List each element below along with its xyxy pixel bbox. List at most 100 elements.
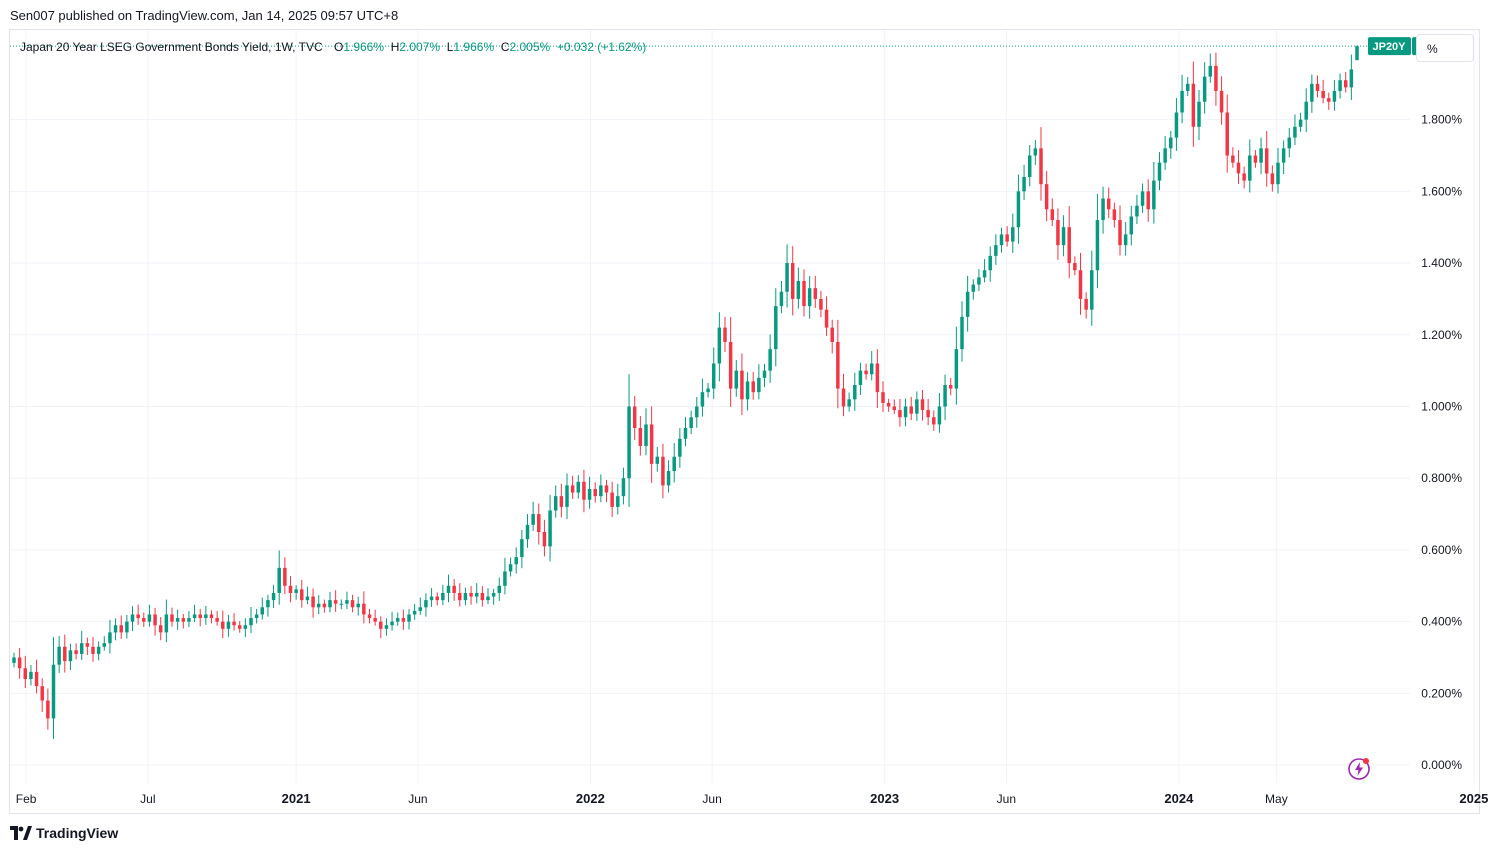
candle-body — [649, 424, 654, 464]
candle-body — [1050, 209, 1055, 221]
close-label: C — [500, 40, 510, 54]
candle-body — [311, 596, 315, 608]
candle-body — [108, 632, 112, 644]
candle-body — [249, 618, 253, 626]
y-tick-label: 0.600% — [1421, 543, 1462, 557]
candle-body — [977, 277, 981, 285]
candle-body — [830, 327, 834, 342]
candle-body — [548, 510, 552, 547]
unit-toggle-button[interactable]: % — [1416, 34, 1474, 62]
candle-body — [164, 614, 169, 633]
candle-body — [63, 646, 67, 662]
candle-body — [243, 625, 248, 629]
lightning-icon[interactable] — [1347, 757, 1371, 781]
candle-body — [621, 478, 626, 497]
candle-body — [1253, 155, 1258, 163]
candle-body — [858, 370, 863, 385]
candle-body — [181, 618, 186, 622]
x-tick-label: 2024 — [1164, 791, 1194, 806]
candle-body — [711, 363, 716, 389]
candle-body — [565, 485, 569, 507]
candle-body — [807, 288, 812, 307]
tradingview-logo[interactable]: TradingView — [10, 825, 118, 841]
candle-body — [322, 603, 327, 608]
candle-body — [503, 571, 507, 586]
candle-body — [553, 496, 558, 511]
candle-body — [1067, 227, 1071, 264]
candle-body — [1287, 137, 1292, 149]
candle-body — [903, 406, 908, 418]
candle-body — [1129, 216, 1134, 235]
x-tick-label: 2023 — [870, 791, 899, 806]
candle-body — [1191, 83, 1196, 127]
candle-body — [1118, 220, 1122, 246]
candle-body — [1231, 155, 1235, 163]
candle-body — [435, 596, 439, 601]
candle-body — [469, 592, 473, 597]
candle-body — [706, 388, 710, 393]
candle-body — [379, 621, 383, 629]
y-tick-label: 1.200% — [1421, 328, 1462, 342]
candle-body — [723, 327, 727, 342]
candle-body — [294, 589, 298, 593]
candle-body — [1332, 90, 1337, 102]
x-tick-label: May — [1265, 792, 1288, 806]
candle-body — [520, 539, 524, 558]
candle-body — [153, 614, 157, 626]
candle-body — [988, 255, 992, 271]
candle-body — [356, 603, 360, 608]
candle-body — [542, 532, 547, 547]
x-tick-label: 2021 — [282, 791, 311, 806]
low-label: L — [446, 40, 454, 54]
candle-body — [802, 281, 806, 307]
candle-body — [277, 567, 281, 593]
candle-body — [316, 603, 321, 608]
candle-body — [1214, 65, 1218, 91]
candle-body — [982, 270, 987, 278]
candle-body — [537, 514, 541, 532]
candle-body — [29, 671, 33, 680]
x-tick-label: Jul — [140, 792, 155, 806]
candle-body — [1343, 80, 1348, 88]
candle-body — [221, 621, 225, 629]
chart-frame[interactable] — [9, 29, 1480, 814]
candle-body — [175, 618, 180, 622]
candle-body — [1061, 227, 1066, 246]
candle-body — [373, 618, 377, 622]
candle-body — [1011, 227, 1015, 242]
candle-body — [1242, 173, 1246, 181]
candle-body — [34, 671, 39, 687]
candle-body — [1315, 83, 1320, 91]
candle-body — [1135, 205, 1139, 217]
candle-body — [869, 363, 874, 375]
candle-body — [441, 592, 445, 601]
candle-body — [1163, 148, 1167, 163]
candle-body — [158, 625, 163, 633]
legend-title: Japan 20 Year LSEG Government Bonds Yiel… — [20, 40, 323, 54]
candle-body — [700, 392, 705, 407]
candle-body — [576, 481, 581, 493]
candle-body — [1106, 198, 1111, 210]
candle-body — [187, 618, 191, 622]
candle-body — [1276, 162, 1280, 185]
candle-body — [1101, 198, 1105, 221]
candle-body — [1219, 90, 1224, 113]
candle-body — [1355, 46, 1359, 61]
candle-body — [1236, 162, 1241, 174]
candle-body — [237, 625, 242, 629]
candle-body — [531, 514, 535, 525]
candle-body — [689, 417, 693, 429]
tradingview-logo-text: TradingView — [36, 825, 119, 841]
candle-body — [1169, 137, 1173, 149]
candle-body — [678, 438, 682, 457]
candle-body — [339, 603, 344, 605]
candle-body — [407, 614, 411, 622]
candle-body — [627, 406, 631, 479]
candle-body — [751, 381, 755, 393]
candle-body — [119, 625, 123, 633]
candle-body — [283, 567, 287, 586]
candle-body — [819, 298, 823, 310]
candle-body — [390, 621, 394, 626]
candle-body — [480, 592, 485, 601]
